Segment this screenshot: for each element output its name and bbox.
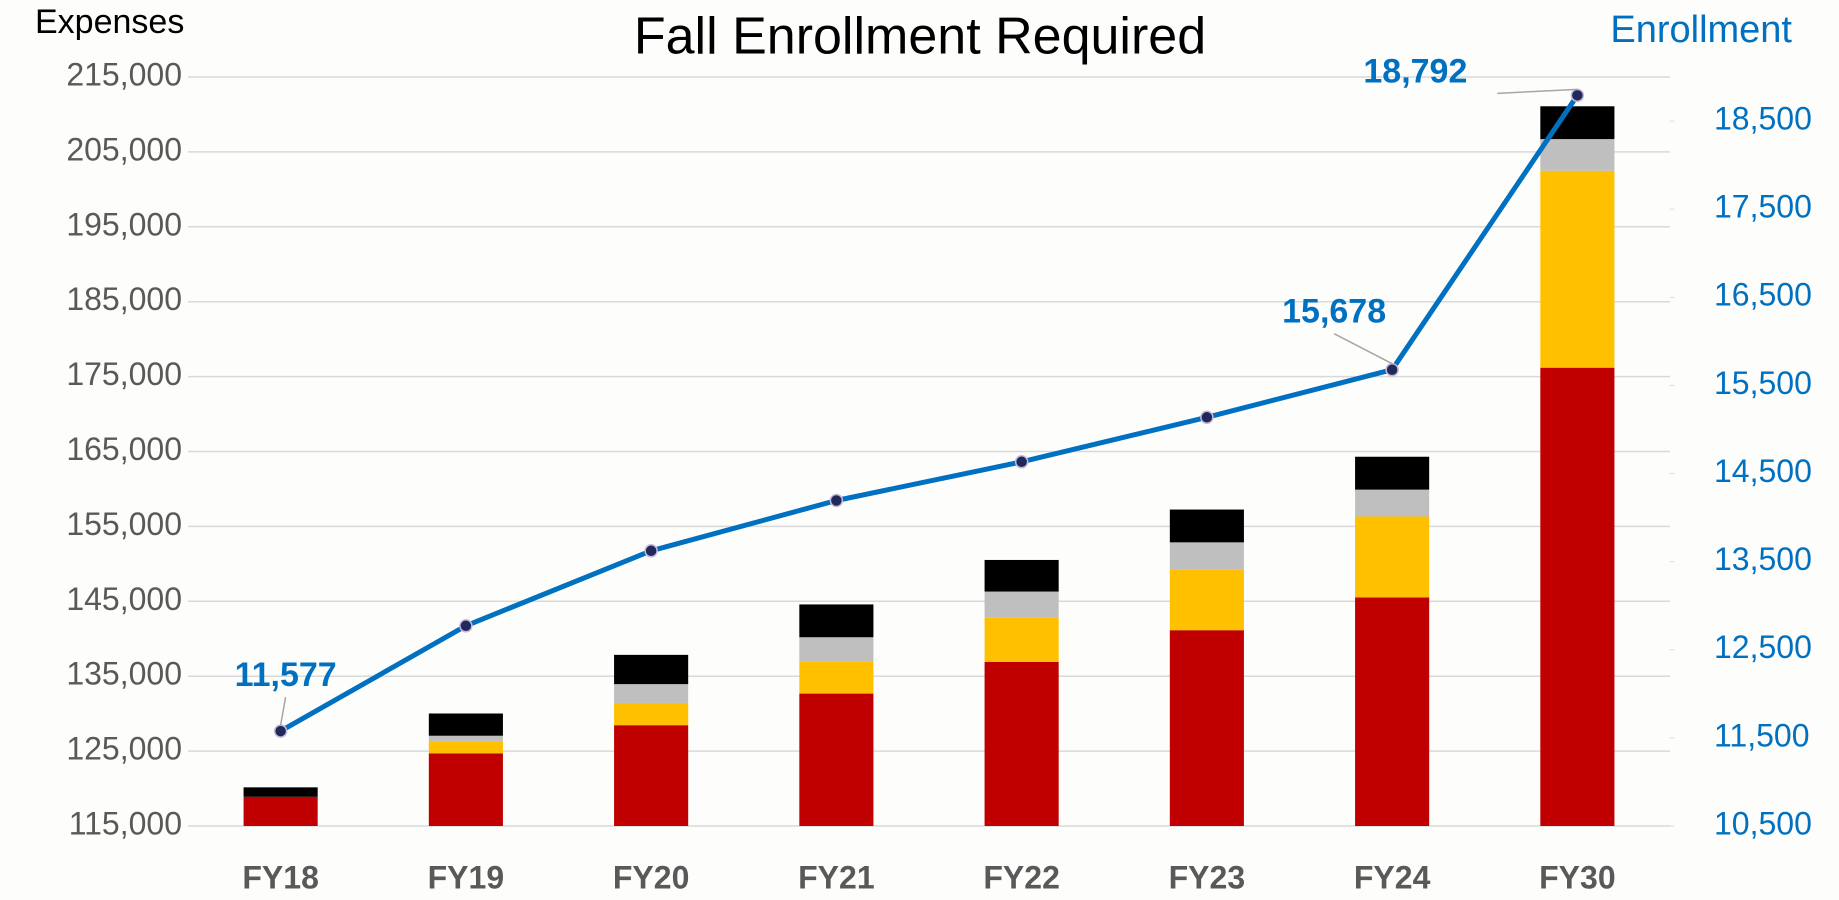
x-tick-label: FY22 xyxy=(983,859,1059,895)
line-marker xyxy=(1385,362,1399,377)
bar-segment xyxy=(1169,509,1244,543)
y-axis-label: Expenses xyxy=(35,3,184,41)
x-tick-label: FY20 xyxy=(613,859,689,895)
x-tick-label: FY18 xyxy=(242,859,318,895)
bar-segment xyxy=(984,591,1059,618)
x-tick-label: FY21 xyxy=(798,859,874,895)
bar-segment xyxy=(614,702,689,726)
line-marker xyxy=(829,493,844,508)
bar-segment xyxy=(1169,630,1244,826)
line-marker xyxy=(1200,410,1214,425)
y-tick-label: 175,000 xyxy=(66,356,182,392)
bar-segment xyxy=(428,735,503,742)
bar-segment xyxy=(1169,569,1244,631)
bar-segment xyxy=(428,741,503,754)
bar-segment xyxy=(1355,489,1430,517)
bar-segment xyxy=(1540,367,1615,826)
y2-tick-label: 18,500 xyxy=(1714,101,1812,137)
bar-segment xyxy=(1540,139,1615,171)
bar-segment xyxy=(614,725,689,826)
bar-segment xyxy=(1355,516,1430,598)
x-tick-label: FY19 xyxy=(428,859,504,895)
y2-tick-label: 13,500 xyxy=(1714,541,1812,577)
line-marker xyxy=(459,619,473,633)
bar-segment xyxy=(243,787,318,797)
line-marker xyxy=(273,724,288,738)
bar-segment xyxy=(984,559,1059,592)
bar-segment xyxy=(799,693,874,826)
bar-segment xyxy=(614,654,689,685)
bar-segment xyxy=(799,637,874,662)
enrollment-line xyxy=(279,93,1580,734)
y-tick-label: 135,000 xyxy=(66,656,182,692)
chart-title: Fall Enrollment Required xyxy=(634,8,1206,66)
y2-tick-label: 15,500 xyxy=(1714,365,1812,401)
x-tick-label: FY23 xyxy=(1169,859,1245,895)
y2-tick-label: 12,500 xyxy=(1714,629,1812,665)
y-tick-label: 195,000 xyxy=(66,206,182,242)
y-tick-label: 145,000 xyxy=(66,581,182,617)
y-tick-label: 185,000 xyxy=(66,281,182,317)
y2-tick-label: 10,500 xyxy=(1714,805,1812,841)
data-label: 15,678 xyxy=(1282,293,1386,331)
bar-segment xyxy=(984,661,1059,826)
data-label: 11,577 xyxy=(235,656,337,694)
y2-tick-label: 11,500 xyxy=(1714,717,1810,753)
y-tick-label: 215,000 xyxy=(66,56,182,92)
line-marker xyxy=(1014,455,1029,469)
bar-segment xyxy=(1355,456,1430,490)
bar-segment xyxy=(1540,170,1615,368)
line-marker xyxy=(1570,88,1585,103)
y-tick-label: 125,000 xyxy=(66,731,182,767)
y2-tick-label: 17,500 xyxy=(1714,189,1812,225)
y2-axis-label: Enrollment xyxy=(1610,9,1792,51)
y2-tick-label: 14,500 xyxy=(1714,453,1812,489)
label-leader xyxy=(1497,88,1578,95)
bar-segment xyxy=(614,684,689,703)
y-tick-label: 115,000 xyxy=(69,805,182,841)
label-leader xyxy=(279,696,287,726)
y-tick-label: 205,000 xyxy=(66,131,182,167)
bar-segment xyxy=(799,604,874,638)
y-tick-label: 155,000 xyxy=(66,506,182,542)
x-tick-label: FY24 xyxy=(1354,859,1431,895)
bar-segment xyxy=(428,713,503,736)
data-label: 18,792 xyxy=(1363,52,1467,90)
bar-segment xyxy=(984,617,1059,662)
y-tick-label: 165,000 xyxy=(66,431,182,467)
bar-segment xyxy=(1169,542,1244,570)
line-marker xyxy=(644,544,658,558)
bar-segment xyxy=(428,753,503,826)
bar-segment xyxy=(799,661,874,694)
x-tick-label: FY30 xyxy=(1539,859,1615,895)
label-leader xyxy=(1333,333,1393,365)
bar-segment xyxy=(243,796,318,826)
y2-tick-label: 16,500 xyxy=(1714,277,1812,313)
bar-segment xyxy=(1355,597,1430,826)
